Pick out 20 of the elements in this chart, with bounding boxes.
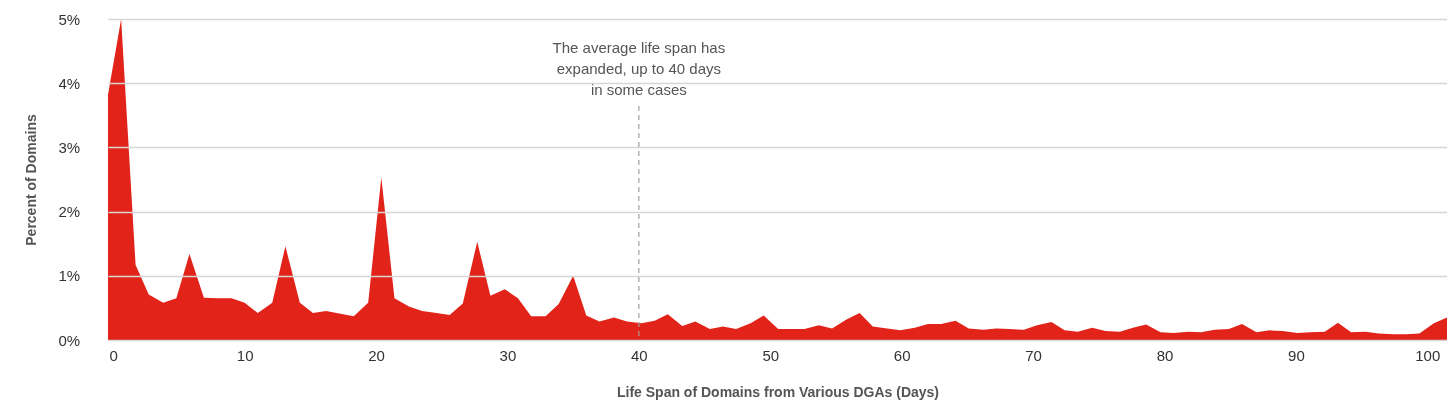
y-tick-label: 5% bbox=[58, 10, 81, 28]
x-tick-label: 10 bbox=[236, 346, 254, 364]
y-axis-title: Percent of Domains bbox=[22, 114, 39, 246]
y-tick-label: 0% bbox=[58, 331, 81, 349]
x-tick-label: 50 bbox=[762, 346, 780, 364]
x-tick-label: 90 bbox=[1288, 346, 1305, 364]
y-tick-label: 1% bbox=[58, 267, 81, 285]
y-tick-label: 2% bbox=[58, 203, 81, 221]
x-tick-label: 70 bbox=[1025, 346, 1042, 364]
x-tick-label: 80 bbox=[1156, 346, 1174, 364]
x-tick-label: 60 bbox=[893, 346, 911, 364]
x-tick-label: 20 bbox=[368, 346, 385, 364]
x-tick-label: 100 bbox=[1415, 346, 1441, 364]
ref-line-label: The average life span has expanded, up to 40 days in some cases bbox=[552, 39, 726, 98]
x-tick-label: 40 bbox=[631, 346, 648, 364]
x-axis-title: Life Span of Domains from Various DGAs (Days) bbox=[616, 383, 940, 400]
y-tick-label: 3% bbox=[58, 138, 81, 156]
y-tick-label: 4% bbox=[58, 74, 81, 92]
x-tick-label: 30 bbox=[499, 346, 517, 364]
x-tick-label: 0 bbox=[109, 346, 118, 364]
